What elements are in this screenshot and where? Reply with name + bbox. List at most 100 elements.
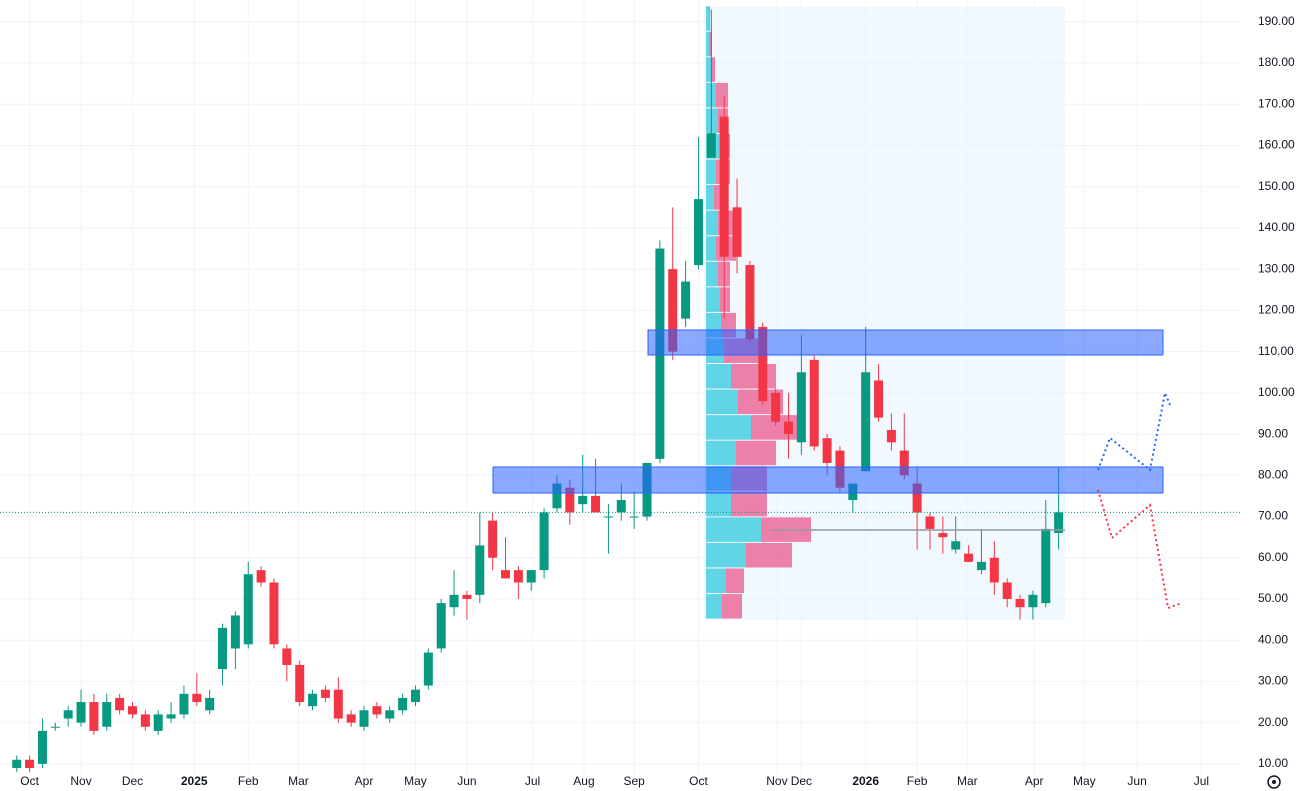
- x-tick-label: Sep: [623, 774, 645, 788]
- y-tick-label: 120.00: [1258, 303, 1295, 317]
- settings-dot: [1272, 780, 1276, 784]
- candle-body: [693, 199, 703, 266]
- bearish-projection: [1097, 489, 1183, 610]
- candle-body: [925, 516, 935, 529]
- profile-up-bar: [706, 236, 716, 261]
- candle-body: [115, 697, 125, 711]
- candle-body: [282, 648, 292, 665]
- candle-body: [938, 533, 948, 538]
- candle-body: [436, 603, 446, 649]
- x-tick-label: Dec: [122, 774, 143, 788]
- candle-body: [372, 706, 382, 715]
- x-tick-label: Jun: [457, 774, 476, 788]
- y-tick-label: 30.00: [1258, 674, 1288, 688]
- x-tick-label: Dec: [791, 774, 812, 788]
- profile-up-bar: [706, 287, 720, 312]
- settings-gear[interactable]: [1267, 775, 1281, 789]
- x-tick-label: Oct: [20, 774, 39, 788]
- candle-body: [526, 570, 536, 583]
- profile-up-bar: [706, 568, 726, 594]
- x-tick-label: Mar: [288, 774, 309, 788]
- candle-body: [475, 545, 485, 595]
- candle-body: [822, 438, 832, 463]
- support-zone: [492, 466, 1164, 494]
- profile-down-bar: [731, 364, 776, 389]
- candle-body: [166, 714, 176, 719]
- profile-up-bar: [706, 31, 709, 57]
- profile-down-bar: [720, 287, 730, 312]
- candle-body: [385, 710, 395, 719]
- profile-down-bar: [709, 31, 712, 57]
- profile-up-bar: [706, 389, 738, 415]
- candle-body: [398, 697, 408, 711]
- y-tick-label: 170.00: [1258, 96, 1295, 110]
- profile-down-bar: [731, 491, 767, 517]
- candle-body: [899, 450, 909, 476]
- drawings: [492, 329, 1183, 610]
- candle-body: [37, 730, 47, 764]
- candle-body: [63, 710, 73, 719]
- candle-body: [603, 516, 613, 518]
- candle-body: [320, 689, 330, 698]
- candle-body: [269, 582, 279, 645]
- settings-icon[interactable]: [1267, 775, 1281, 789]
- x-tick-label: 2025: [181, 774, 208, 788]
- candle-body: [192, 693, 202, 703]
- candle-body: [1028, 594, 1038, 608]
- candle-body: [578, 495, 588, 505]
- candle-body: [706, 133, 716, 158]
- candle-body: [745, 265, 755, 340]
- y-tick-label: 90.00: [1258, 426, 1288, 440]
- candle-body: [629, 516, 639, 518]
- candle-body: [552, 483, 562, 509]
- candle-body: [295, 664, 305, 703]
- profile-up-bar: [706, 594, 722, 619]
- profile-up-bar: [706, 415, 751, 440]
- candle-body: [539, 512, 549, 571]
- candle-body: [76, 702, 86, 723]
- profile-up-bar: [706, 364, 731, 389]
- profile-up-bar: [706, 261, 718, 287]
- candle-body: [951, 541, 961, 550]
- x-tick-label: 2026: [852, 774, 879, 788]
- profile-down-bar: [716, 82, 728, 108]
- profile-down-bar: [726, 568, 744, 594]
- candle-body: [127, 706, 137, 715]
- x-tick-label: Apr: [1025, 774, 1044, 788]
- profile-up-bar: [706, 159, 716, 185]
- x-tick-label: Apr: [355, 774, 374, 788]
- profile-up-bar: [706, 517, 761, 542]
- candle-body: [346, 714, 356, 723]
- y-tick-label: 140.00: [1258, 220, 1295, 234]
- y-tick-label: 130.00: [1258, 261, 1295, 275]
- candle-body: [1002, 582, 1012, 599]
- candle-body: [205, 697, 215, 711]
- y-tick-label: 110.00: [1258, 344, 1294, 358]
- y-tick-label: 190.00: [1258, 14, 1295, 28]
- x-tick-label: Jul: [525, 774, 540, 788]
- y-tick-label: 10.00: [1258, 756, 1288, 770]
- candle-body: [359, 710, 369, 727]
- profile-up-bar: [706, 185, 714, 210]
- y-tick-label: 50.00: [1258, 591, 1288, 605]
- candle-body: [333, 689, 343, 719]
- candle-body: [861, 372, 871, 472]
- candle-body: [308, 693, 318, 707]
- profile-up-bar: [706, 57, 711, 82]
- y-tick-label: 60.00: [1258, 550, 1288, 564]
- candle-body: [771, 392, 781, 422]
- candle-body: [886, 429, 896, 443]
- candle-body: [50, 726, 60, 728]
- candle-body: [256, 570, 266, 583]
- x-tick-label: Jul: [1194, 774, 1209, 788]
- profile-down-bar: [746, 542, 792, 568]
- y-tick-label: 180.00: [1258, 55, 1295, 69]
- profile-up-bar: [706, 108, 718, 133]
- grid: [0, 0, 1240, 775]
- candle-body: [218, 627, 228, 670]
- candle-body: [488, 520, 498, 558]
- y-tick-label: 70.00: [1258, 509, 1288, 523]
- candle-body: [25, 759, 35, 768]
- x-tick-label: Aug: [573, 774, 594, 788]
- candle-body: [230, 615, 240, 649]
